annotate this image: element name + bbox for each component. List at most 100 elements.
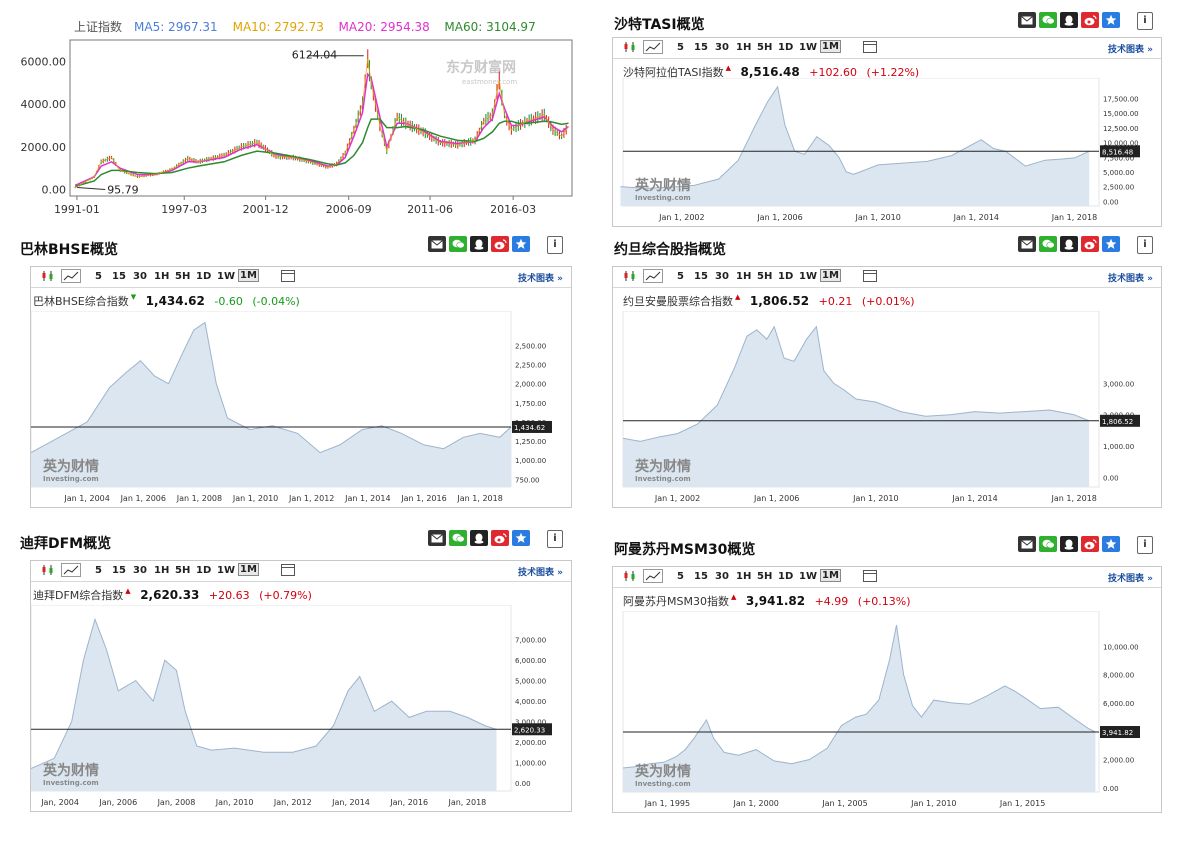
timeframe-5h[interactable]: 5H [757, 571, 773, 582]
star-icon[interactable] [1102, 12, 1120, 28]
mail-icon[interactable] [1018, 236, 1036, 252]
star-icon[interactable] [1102, 536, 1120, 552]
timeframe-15[interactable]: 15 [694, 571, 708, 582]
tech-chart-link[interactable]: 技术图表 » [1108, 45, 1153, 55]
info-icon[interactable]: i [1137, 236, 1153, 254]
line-chart-icon[interactable] [61, 563, 81, 577]
timeframe-30[interactable]: 30 [715, 271, 729, 282]
qq-icon[interactable] [1060, 236, 1078, 252]
tech-chart-link[interactable]: 技术图表 » [518, 568, 563, 578]
qq-icon[interactable] [470, 530, 488, 546]
panel-title: 巴林BHSE概览 [20, 242, 119, 258]
tech-chart-link[interactable]: 技术图表 » [518, 274, 563, 284]
timeframe-5[interactable]: 5 [677, 42, 684, 53]
timeframe-5[interactable]: 5 [95, 565, 102, 576]
timeframe-30[interactable]: 30 [715, 42, 729, 53]
x-tick-label: Jan, 2012 [273, 798, 312, 807]
timeframe-1w[interactable]: 1W [799, 42, 817, 53]
info-icon[interactable]: i [547, 236, 563, 254]
timeframe-1d[interactable]: 1D [196, 565, 212, 576]
wechat-icon[interactable] [1039, 236, 1057, 252]
calendar-icon[interactable] [281, 270, 295, 282]
calendar-icon[interactable] [281, 564, 295, 576]
timeframe-5[interactable]: 5 [677, 571, 684, 582]
timeframe-1w[interactable]: 1W [799, 571, 817, 582]
info-icon[interactable]: i [1137, 536, 1153, 554]
candlestick-chart-icon[interactable] [623, 41, 637, 53]
last-price-tag: 1,434.62 [512, 420, 552, 433]
calendar-icon[interactable] [863, 270, 877, 282]
quote-line: 阿曼苏丹MSM30指数 ▲ 3,941.82 +4.99 (+0.13%) [623, 593, 911, 609]
candlestick-chart-icon[interactable] [41, 270, 55, 282]
tech-chart-link[interactable]: 技术图表 » [1108, 274, 1153, 284]
line-chart-icon[interactable] [643, 40, 663, 54]
timeframe-15[interactable]: 15 [112, 565, 126, 576]
weibo-icon[interactable] [1081, 536, 1099, 552]
timeframe-1w[interactable]: 1W [217, 565, 235, 576]
qq-icon[interactable] [1060, 12, 1078, 28]
weibo-icon[interactable] [491, 530, 509, 546]
weibo-icon[interactable] [491, 236, 509, 252]
timeframe-30[interactable]: 30 [133, 565, 147, 576]
timeframe-1d[interactable]: 1D [778, 571, 794, 582]
timeframe-15[interactable]: 15 [112, 271, 126, 282]
timeframe-1m[interactable]: 1M [820, 269, 841, 282]
info-icon[interactable]: i [1137, 12, 1153, 30]
wechat-icon[interactable] [1039, 536, 1057, 552]
mail-icon[interactable] [428, 236, 446, 252]
jordan-chart: 0.001,000.002,000.003,000.001,806.52Jan … [622, 311, 1140, 503]
share-bar: i [1018, 536, 1153, 554]
line-chart-icon[interactable] [61, 269, 81, 283]
timeframe-1d[interactable]: 1D [778, 42, 794, 53]
x-tick-label: 1991-01 [54, 203, 100, 216]
weibo-icon[interactable] [1081, 12, 1099, 28]
timeframe-1d[interactable]: 1D [778, 271, 794, 282]
timeframe-5[interactable]: 5 [677, 271, 684, 282]
timeframe-1h[interactable]: 1H [736, 42, 752, 53]
timeframe-15[interactable]: 15 [694, 271, 708, 282]
timeframe-1h[interactable]: 1H [154, 565, 170, 576]
qq-icon[interactable] [1060, 536, 1078, 552]
info-icon[interactable]: i [547, 530, 563, 548]
line-chart-icon[interactable] [643, 569, 663, 583]
timeframe-15[interactable]: 15 [694, 42, 708, 53]
timeframe-1m[interactable]: 1M [238, 563, 259, 576]
wechat-icon[interactable] [1039, 12, 1057, 28]
candlestick-chart-icon[interactable] [623, 270, 637, 282]
line-chart-icon[interactable] [643, 269, 663, 283]
mail-icon[interactable] [428, 530, 446, 546]
timeframe-1w[interactable]: 1W [799, 271, 817, 282]
timeframe-1h[interactable]: 1H [736, 271, 752, 282]
timeframe-30[interactable]: 30 [715, 571, 729, 582]
tech-chart-link[interactable]: 技术图表 » [1108, 574, 1153, 584]
wechat-icon[interactable] [449, 236, 467, 252]
low-arrow [77, 187, 106, 191]
weibo-icon[interactable] [1081, 236, 1099, 252]
star-icon[interactable] [512, 236, 530, 252]
calendar-icon[interactable] [863, 570, 877, 582]
timeframe-5h[interactable]: 5H [175, 271, 191, 282]
series-line [31, 617, 497, 769]
candlestick-chart-icon[interactable] [623, 570, 637, 582]
mail-icon[interactable] [1018, 12, 1036, 28]
timeframe-1d[interactable]: 1D [196, 271, 212, 282]
timeframe-5h[interactable]: 5H [175, 565, 191, 576]
timeframe-5h[interactable]: 5H [757, 42, 773, 53]
timeframe-1m[interactable]: 1M [820, 40, 841, 53]
timeframe-1h[interactable]: 1H [154, 271, 170, 282]
timeframe-1m[interactable]: 1M [820, 569, 841, 582]
timeframe-1w[interactable]: 1W [217, 271, 235, 282]
candlestick-chart-icon[interactable] [41, 564, 55, 576]
timeframe-1h[interactable]: 1H [736, 571, 752, 582]
series-area [623, 625, 1096, 792]
star-icon[interactable] [1102, 236, 1120, 252]
timeframe-5h[interactable]: 5H [757, 271, 773, 282]
star-icon[interactable] [512, 530, 530, 546]
timeframe-5[interactable]: 5 [95, 271, 102, 282]
qq-icon[interactable] [470, 236, 488, 252]
timeframe-30[interactable]: 30 [133, 271, 147, 282]
mail-icon[interactable] [1018, 536, 1036, 552]
calendar-icon[interactable] [863, 41, 877, 53]
wechat-icon[interactable] [449, 530, 467, 546]
timeframe-1m[interactable]: 1M [238, 269, 259, 282]
